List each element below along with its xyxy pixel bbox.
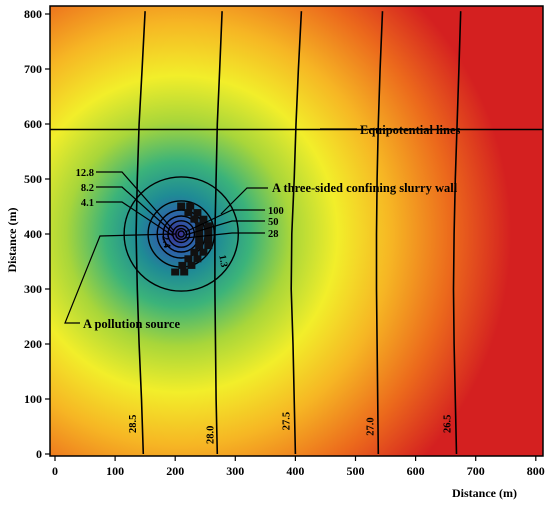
wall-cell bbox=[204, 242, 213, 250]
x-tick-label: 0 bbox=[52, 464, 58, 478]
annotation-2: A pollution source bbox=[83, 317, 180, 331]
wall-cell bbox=[204, 235, 213, 243]
axis-ticks: 0 100 200 300 400 500 600 700 800 0 100 200 300 400 50… bbox=[24, 7, 545, 478]
wall-cell bbox=[199, 215, 208, 223]
slurry-wall bbox=[171, 202, 213, 276]
y-tick-label: 600 bbox=[24, 117, 42, 131]
x-tick-label: 200 bbox=[166, 464, 184, 478]
wall-cell bbox=[180, 268, 189, 276]
equipotential-label-3: 27.0 bbox=[366, 417, 377, 435]
leader-right-0 bbox=[184, 209, 265, 233]
x-tick-label: 800 bbox=[527, 464, 545, 478]
contour-label-right-100: 100 bbox=[268, 206, 284, 217]
y-tick-label: 100 bbox=[24, 392, 42, 406]
y-tick-label: 200 bbox=[24, 337, 42, 351]
wall-cell bbox=[195, 242, 204, 250]
wall-cell bbox=[195, 235, 204, 243]
wall-cell bbox=[178, 261, 187, 269]
wall-cell bbox=[193, 255, 202, 263]
leader-right-1 bbox=[185, 220, 265, 236]
equipotential-label-2: 27.5 bbox=[281, 412, 292, 430]
equipotential-line-0 bbox=[135, 11, 146, 455]
concentration-field bbox=[50, 6, 543, 456]
x-tick-label: 100 bbox=[106, 464, 124, 478]
annotation-1: A three-sided confining slurry wall bbox=[272, 181, 458, 195]
equipotential-line-3 bbox=[375, 11, 384, 455]
contour-label-left-4.1: 4.1 bbox=[81, 198, 94, 209]
wall-cell bbox=[199, 248, 208, 256]
y-axis-title: Distance (m) bbox=[5, 208, 19, 273]
contour-label-right-50: 50 bbox=[268, 217, 279, 228]
contour-inline-labels: 2.4 1.3 bbox=[159, 235, 229, 269]
wall-cell bbox=[184, 209, 193, 217]
x-tick-label: 600 bbox=[407, 464, 425, 478]
inline-label-2.4: 2.4 bbox=[159, 235, 172, 249]
equipotential-labels: 28.5 28.0 27.5 27.0 26.5 bbox=[128, 412, 453, 444]
inline-label-1.3: 1.3 bbox=[216, 254, 229, 268]
leader-slurry-wall bbox=[220, 187, 268, 215]
leader-pollution-source bbox=[64, 233, 176, 324]
wall-cell bbox=[171, 268, 180, 276]
y-tick-label: 0 bbox=[36, 447, 42, 461]
y-tick-label: 400 bbox=[24, 227, 42, 241]
wall-cell bbox=[187, 261, 196, 269]
plot-frame bbox=[49, 5, 544, 457]
wall-cell bbox=[195, 228, 204, 236]
wall-cell bbox=[204, 228, 213, 236]
annotations: Equipotential lines A three-sided confini… bbox=[76, 123, 461, 331]
wall-cell bbox=[190, 215, 199, 223]
wall-cell bbox=[190, 248, 199, 256]
wall-cell bbox=[193, 209, 202, 217]
wall-cell bbox=[186, 202, 195, 210]
equipotential-label-4: 26.5 bbox=[443, 415, 454, 433]
equipotential-line-4 bbox=[452, 11, 462, 455]
x-tick-label: 300 bbox=[226, 464, 244, 478]
y-tick-label: 800 bbox=[24, 7, 42, 21]
contour-label-left-12.8: 12.8 bbox=[76, 168, 94, 179]
annotation-leaders bbox=[64, 128, 357, 324]
contour-label-right-28: 28 bbox=[268, 229, 279, 240]
leader-left-0 bbox=[96, 171, 174, 231]
contour-100 bbox=[177, 230, 185, 238]
equipotential-label-0: 28.5 bbox=[128, 415, 139, 433]
annotation-0: Equipotential lines bbox=[360, 123, 461, 137]
equipotential-line-2 bbox=[290, 11, 303, 455]
plot-layer: 28.5 28.0 27.5 27.0 26.5 2.4 1.3 bbox=[50, 11, 543, 455]
contour-label-left-8.2: 8.2 bbox=[81, 183, 94, 194]
x-tick-label: 700 bbox=[467, 464, 485, 478]
x-tick-label: 500 bbox=[347, 464, 365, 478]
x-tick-label: 400 bbox=[286, 464, 304, 478]
x-axis-title: Distance (m) bbox=[452, 486, 517, 500]
wall-cell bbox=[177, 202, 186, 210]
wall-cell bbox=[204, 222, 213, 230]
leader-left-1 bbox=[96, 186, 174, 234]
y-tick-label: 300 bbox=[24, 282, 42, 296]
wall-cell bbox=[184, 255, 193, 263]
y-tick-label: 500 bbox=[24, 172, 42, 186]
leader-right-2 bbox=[185, 232, 265, 239]
contour-1.3 bbox=[123, 176, 240, 292]
leader-left-2 bbox=[96, 201, 174, 237]
y-tick-label: 700 bbox=[24, 62, 42, 76]
equipotential-label-1: 28.0 bbox=[206, 426, 217, 444]
